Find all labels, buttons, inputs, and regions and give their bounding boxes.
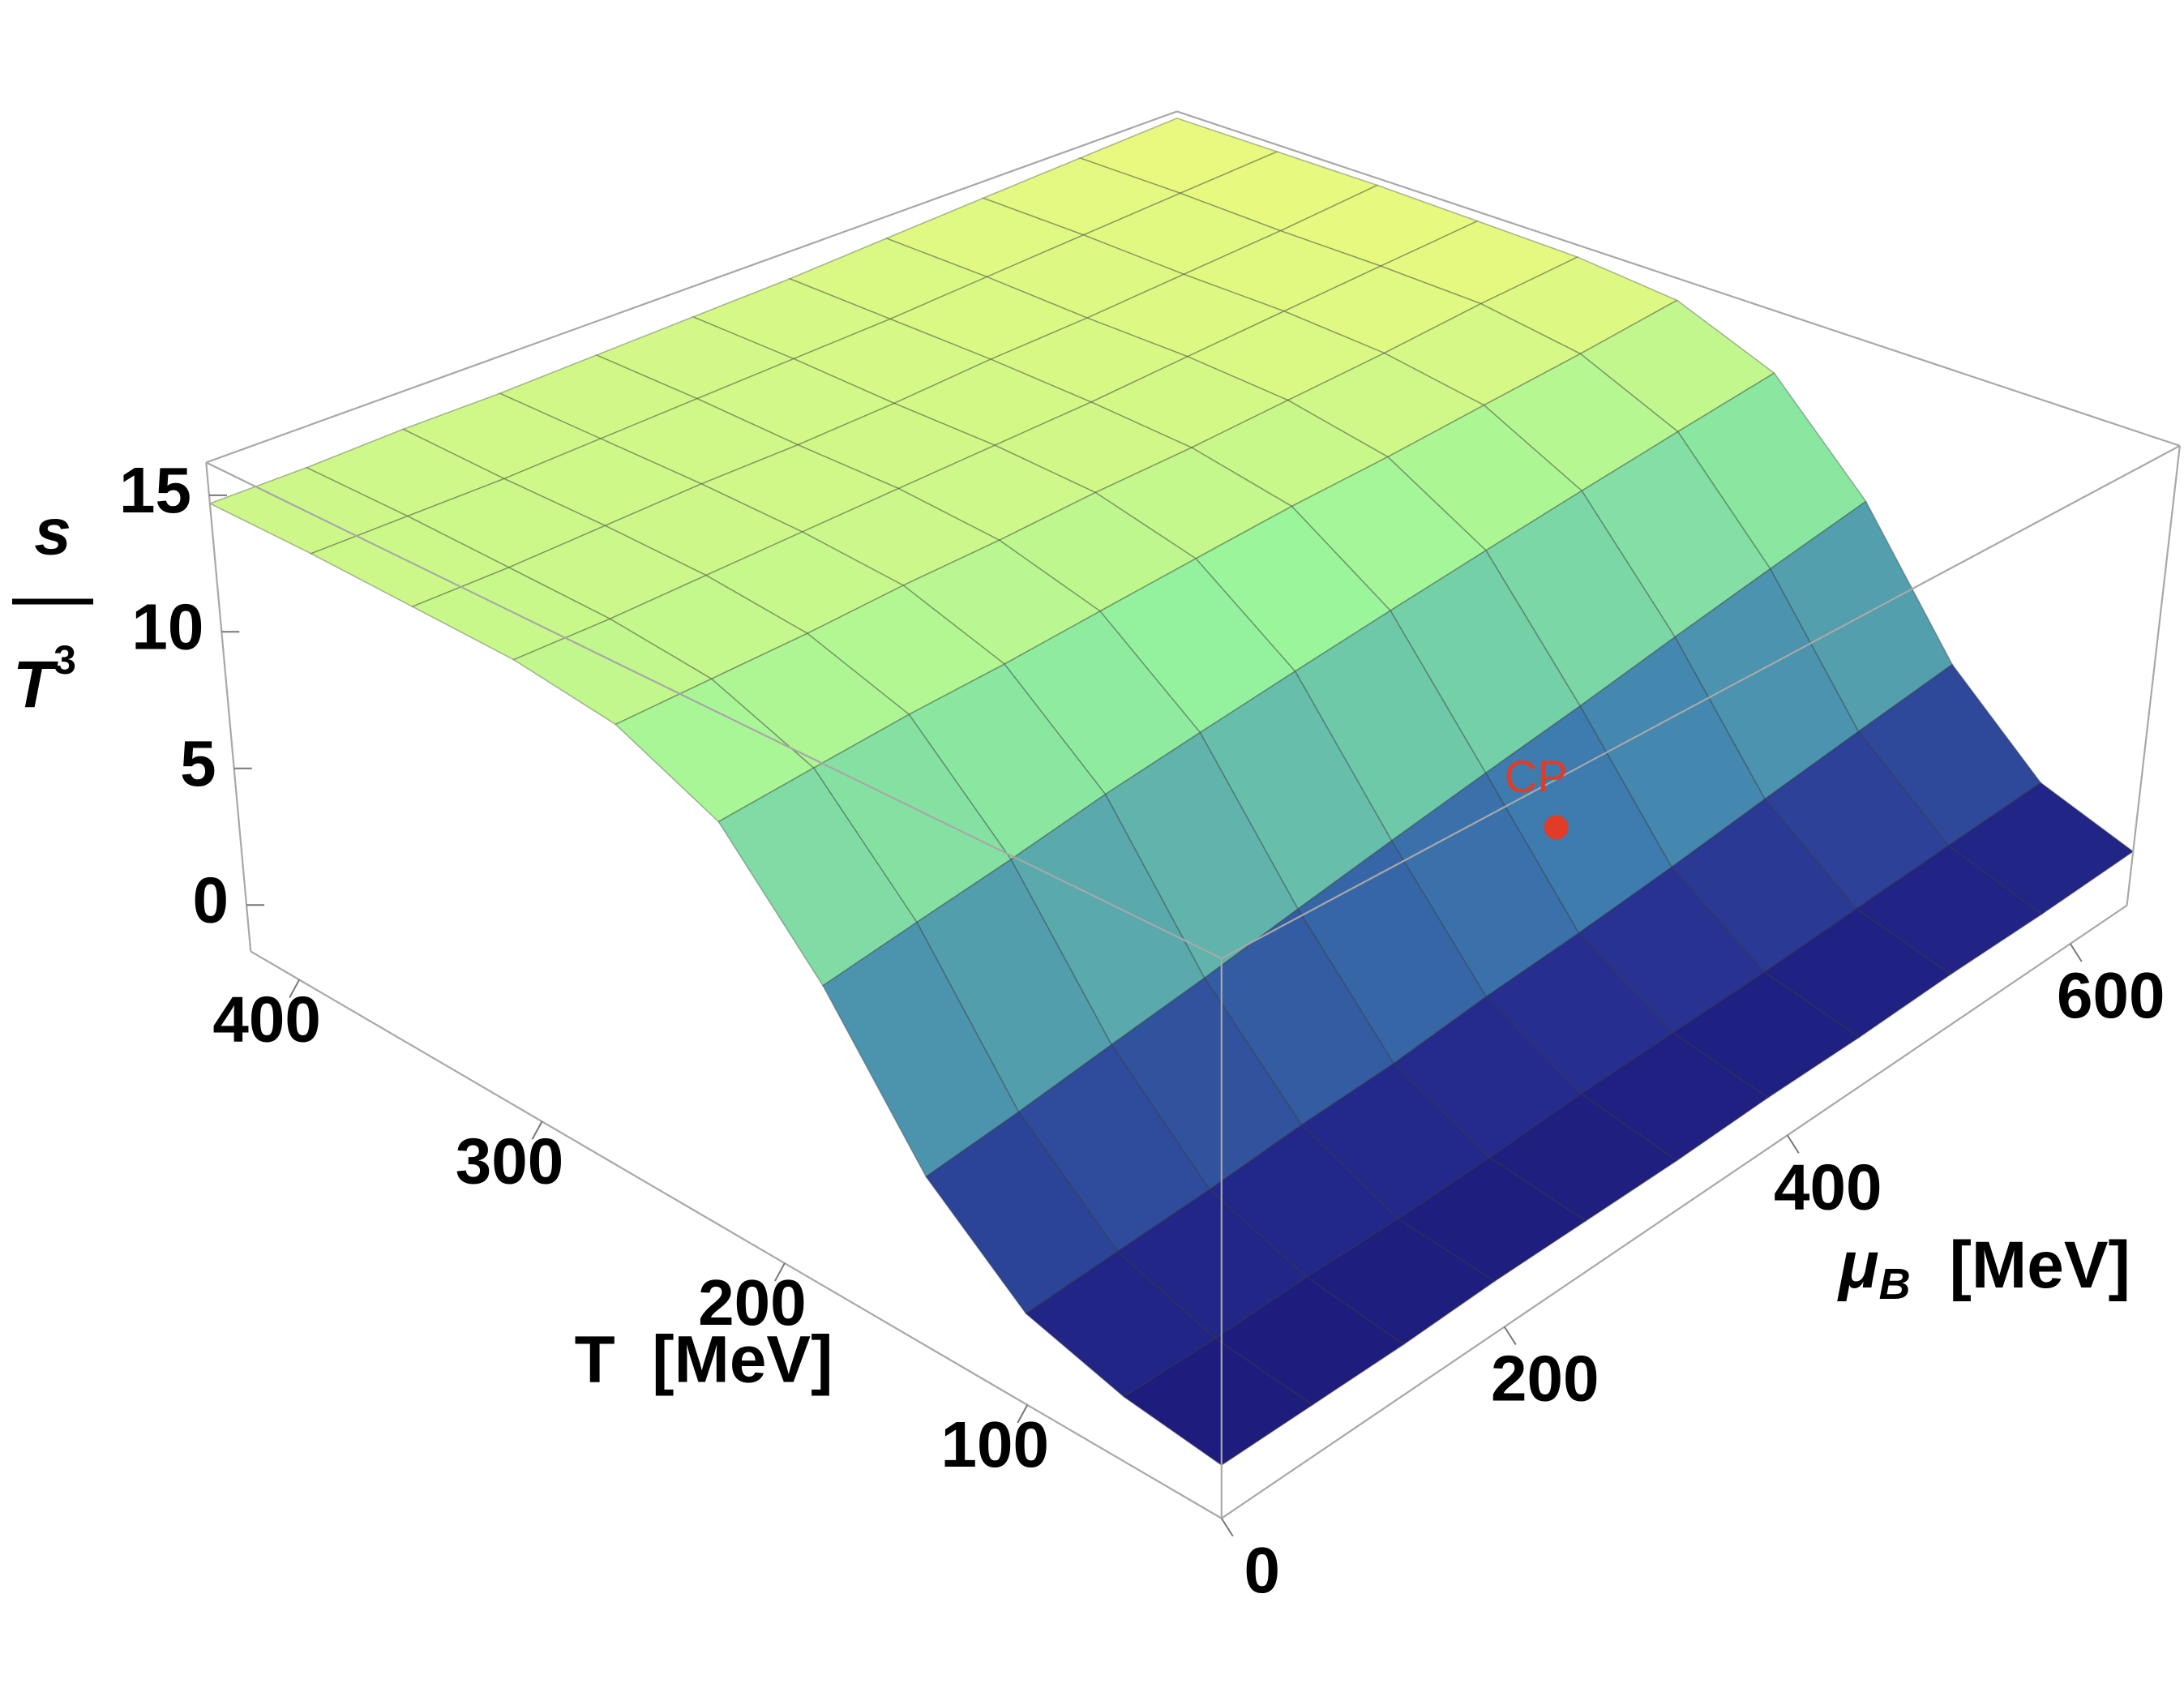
z-tick-label: 15 <box>119 454 191 526</box>
mu-tick-label: 400 <box>1774 1150 1882 1223</box>
box-edge <box>1176 110 2181 447</box>
mu-tick <box>1220 1518 1234 1537</box>
z-axis-superscript: 3 <box>54 637 76 683</box>
mu-axis-subscript: B <box>1879 1260 1911 1309</box>
surface-patch <box>1296 839 1488 1065</box>
box-edge <box>250 950 1223 1519</box>
surface-patch <box>507 525 708 620</box>
surface-patch <box>1077 117 1279 195</box>
t-tick <box>531 1120 543 1140</box>
mu-tick <box>2069 943 2083 962</box>
t-tick-label: 400 <box>212 983 320 1056</box>
surface-patch <box>1305 1218 1497 1346</box>
z-axis-numerator: s <box>34 495 71 569</box>
mu-tick <box>1503 1326 1517 1346</box>
surface-patch <box>1003 610 1201 795</box>
mu-tick-label: 200 <box>1491 1343 1599 1415</box>
box-edge <box>205 461 1223 960</box>
surface-patch <box>1208 1124 1399 1279</box>
z-tick-label: 10 <box>131 590 203 662</box>
surface-patch <box>925 1111 1119 1315</box>
critical-point-label: CP <box>1505 751 1568 802</box>
surface-patch <box>1488 1093 1678 1222</box>
t-tick <box>774 1262 786 1282</box>
t-tick <box>1017 1404 1029 1424</box>
t-tick-label: 200 <box>698 1266 806 1339</box>
mu-tick <box>1786 1134 1800 1154</box>
surface-patch <box>1081 192 1283 276</box>
mu-tick-label: 0 <box>1244 1534 1281 1606</box>
t-tick-label: 300 <box>456 1125 563 1197</box>
critical-point <box>1544 815 1569 840</box>
surface-patch <box>1294 610 1487 842</box>
surface-patch <box>1855 844 2043 975</box>
surface-patch <box>1182 229 1383 312</box>
z-tick-label: 0 <box>193 863 229 936</box>
surface-patch <box>1397 1156 1587 1283</box>
box-edge <box>205 462 252 952</box>
mu-axis-symbol: μ <box>1837 1228 1878 1302</box>
box-edge <box>1221 904 2128 1519</box>
mu-tick-label: 600 <box>2057 959 2165 1031</box>
z-axis-denominator: T3 <box>13 637 76 721</box>
t-tick-label: 100 <box>941 1408 1049 1480</box>
surface-patch <box>1379 220 1579 305</box>
mu-axis-unit: [MeV] <box>1950 1228 2130 1302</box>
surface-patch <box>1484 490 1677 708</box>
z-axis-denominator-symbol: T <box>13 648 58 722</box>
t-tick <box>289 979 301 998</box>
surface-patch <box>1017 1043 1211 1253</box>
z-tick-label: 5 <box>180 727 216 799</box>
surface-patch <box>1122 1337 1314 1467</box>
surface-patch <box>603 483 804 576</box>
t-axis-label: T [MeV] <box>575 1323 833 1397</box>
box-edge <box>1221 444 2181 960</box>
axes: s T3 T [MeV] μB [MeV] 0 5 10 15 100 200 300 400 0… <box>12 454 2165 1606</box>
surface-patch <box>1086 273 1287 358</box>
box-edge <box>2126 445 2181 906</box>
bounding-box <box>205 110 2181 1519</box>
surface <box>208 117 2135 1467</box>
mu-axis-label: μB [MeV] <box>1837 1228 2130 1309</box>
box-edge <box>205 110 1178 464</box>
